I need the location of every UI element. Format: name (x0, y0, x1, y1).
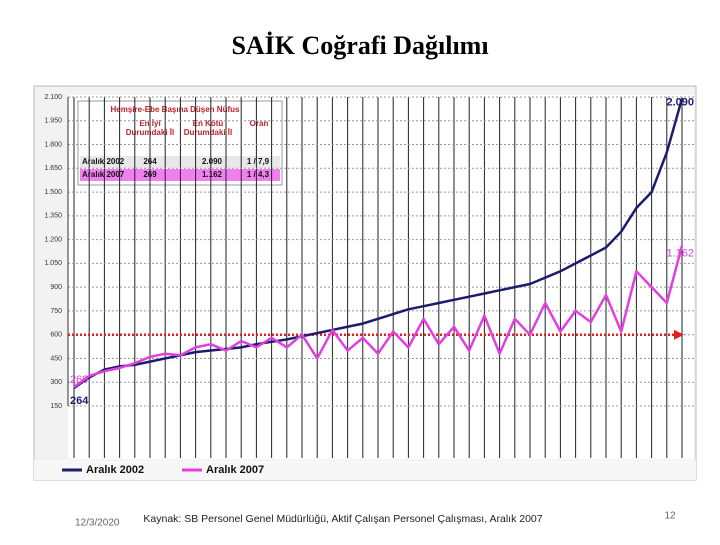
y-tick-label: 300 (50, 379, 62, 386)
legend-label: Aralık 2002 (86, 464, 144, 476)
footer-source: Kaynak: SB Personel Genel Müdürlüğü, Akt… (143, 513, 542, 525)
annotation: 269 (70, 374, 88, 386)
inset-cell: 1.162 (202, 170, 223, 179)
slide-title: SAİK Coğrafi Dağılımı (231, 31, 488, 60)
inset-cell: Aralık 2007 (82, 170, 125, 179)
series-line (73, 245, 684, 389)
y-tick-label: 900 (50, 284, 62, 291)
legend-area (34, 460, 696, 480)
y-tick-label: 1.200 (44, 236, 62, 243)
y-tick-label: 1.500 (44, 189, 62, 196)
footer-date: 12/3/2020 (75, 518, 120, 529)
category-area (68, 407, 694, 459)
page-number: 12 (664, 511, 676, 522)
y-tick-label: 450 (50, 355, 62, 362)
inset-cell: 1 / 4,3 (247, 170, 270, 179)
y-tick-label: 1.800 (44, 141, 62, 148)
annotation: 264 (70, 395, 89, 407)
inset-cell: 1 / 7,9 (247, 157, 270, 166)
inset-col: En Kötü Durumdaki İl (183, 119, 233, 137)
y-tick-label: 750 (50, 308, 62, 315)
legend-label: Aralık 2007 (206, 464, 264, 476)
inset-cell: Aralık 2002 (82, 157, 125, 166)
inset-col: Oran (249, 119, 269, 128)
y-tick-label: 1.950 (44, 118, 62, 125)
y-tick-label: 1.350 (44, 213, 62, 220)
y-tick-label: 1.650 (44, 165, 62, 172)
y-tick-label: 600 (50, 332, 62, 339)
inset-cell: 2.090 (202, 157, 223, 166)
y-tick-label: 1.050 (44, 260, 62, 267)
annotation: 2.090 (666, 96, 694, 108)
y-tick-label: 150 (50, 403, 62, 410)
reference-arrow (674, 329, 684, 340)
annotation: 1.162 (666, 248, 694, 260)
y-tick-label: 2.100 (44, 94, 62, 101)
inset-title: Hemşire-Ebe Başına Düşen Nüfus (111, 105, 240, 114)
series-line (73, 98, 684, 389)
